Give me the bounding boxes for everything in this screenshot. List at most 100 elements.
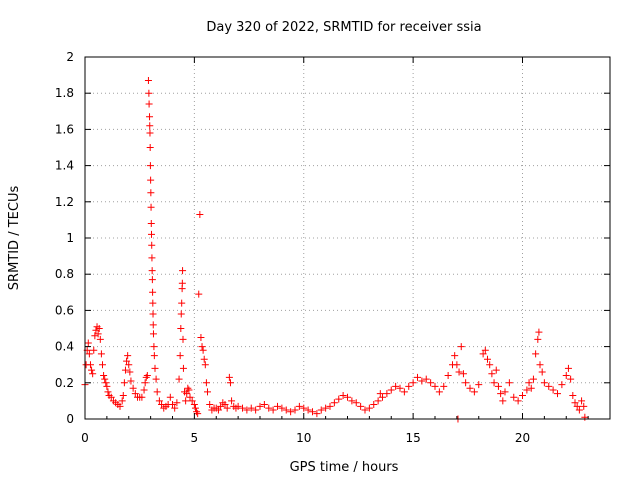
data-point (86, 361, 94, 369)
data-point (313, 410, 321, 418)
data-point (330, 399, 338, 407)
y-tick-label: 0.4 (55, 340, 74, 354)
data-point (484, 355, 491, 363)
data-point (95, 325, 103, 332)
data-point (564, 364, 572, 372)
data-point (149, 310, 157, 318)
data-point (186, 393, 194, 401)
data-point (146, 144, 154, 151)
data-point (146, 113, 154, 121)
data-point (141, 379, 149, 387)
data-point (126, 368, 134, 376)
data-point (527, 384, 535, 392)
data-point (144, 77, 152, 85)
data-point (173, 399, 181, 407)
data-point (178, 299, 186, 307)
x-tick-label: 0 (81, 431, 89, 445)
data-point (348, 397, 356, 405)
data-point (200, 355, 208, 363)
data-point (396, 384, 404, 392)
data-point (202, 379, 210, 387)
data-point (148, 241, 156, 249)
data-point (392, 382, 400, 390)
data-point (176, 352, 184, 360)
data-point (374, 397, 382, 405)
data-point (145, 89, 153, 97)
data-point (466, 384, 474, 392)
data-point (376, 390, 384, 398)
data-point (481, 346, 489, 354)
data-point (99, 361, 106, 369)
y-tick-label: 0.8 (55, 267, 74, 281)
data-point (400, 388, 408, 396)
data-point (214, 406, 222, 414)
data-point (534, 335, 542, 343)
data-point (540, 379, 548, 387)
data-point (462, 379, 470, 387)
data-point (344, 393, 351, 401)
data-point (459, 370, 467, 378)
data-point (193, 408, 201, 416)
data-point (578, 397, 586, 405)
data-point (155, 397, 163, 405)
data-point (532, 350, 540, 358)
data-point (228, 397, 236, 405)
data-point (225, 373, 233, 381)
data-point (357, 402, 365, 410)
data-point (94, 330, 102, 338)
data-point (89, 370, 97, 378)
data-point (309, 408, 316, 416)
data-point (185, 386, 193, 394)
data-point (147, 203, 155, 211)
data-point (538, 368, 546, 376)
data-point (101, 375, 109, 383)
data-point (179, 335, 187, 343)
data-point (116, 402, 124, 410)
data-point (414, 373, 421, 381)
data-point (455, 368, 463, 376)
data-point (223, 404, 231, 412)
data-point (427, 379, 435, 387)
data-point (221, 401, 229, 409)
data-point (177, 310, 185, 318)
data-point (118, 397, 126, 405)
x-axis-label: GPS time / hours (290, 460, 399, 475)
data-point (183, 390, 191, 398)
y-tick-label: 1.4 (55, 159, 74, 173)
data-point (352, 399, 360, 407)
x-tick-label: 5 (191, 431, 199, 445)
data-point (146, 122, 154, 130)
data-point (287, 408, 295, 416)
data-point (536, 361, 544, 369)
data-point (326, 402, 334, 410)
data-point (152, 375, 160, 383)
y-tick-label: 2 (66, 50, 74, 64)
data-point (322, 404, 330, 412)
y-tick-label: 1 (66, 231, 74, 245)
data-point (188, 397, 196, 405)
data-point (291, 406, 299, 414)
data-point (234, 402, 242, 410)
data-point (151, 364, 159, 372)
data-point (201, 361, 209, 369)
data-point (361, 406, 369, 414)
data-point (148, 267, 156, 275)
data-point (490, 379, 498, 387)
data-point (501, 388, 509, 396)
data-point (171, 404, 179, 412)
data-point (119, 391, 127, 399)
data-point (194, 410, 202, 418)
data-point (269, 406, 277, 414)
data-point (519, 391, 526, 399)
data-point (150, 352, 158, 360)
data-point (479, 350, 487, 358)
data-point (125, 361, 133, 369)
data-point (440, 382, 448, 390)
data-point (567, 375, 575, 383)
data-point (96, 335, 104, 343)
data-point (123, 357, 131, 365)
data-point (405, 382, 413, 390)
data-point (247, 404, 255, 412)
data-point (545, 382, 553, 390)
data-point (435, 388, 443, 396)
